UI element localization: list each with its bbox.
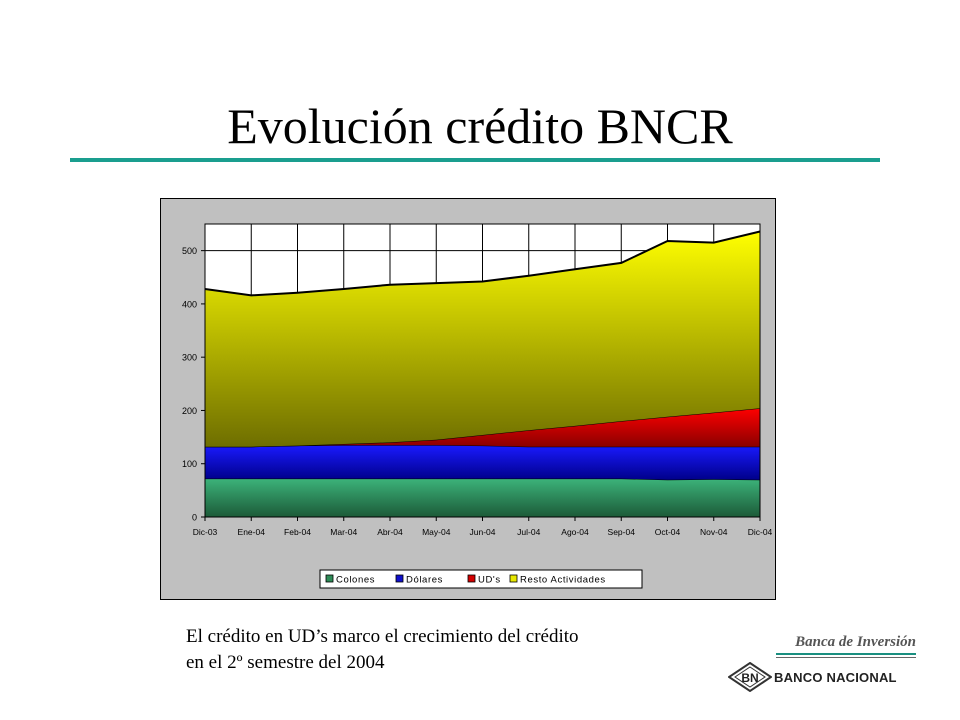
caption: El crédito en UD’s marco el crecimiento … (186, 624, 706, 676)
bn-badge-text: BN (741, 671, 758, 685)
y-tick-label-3: 300 (182, 353, 197, 363)
logo-banco-nacional: BN BANCO NACIONAL (728, 662, 918, 694)
x-tick-label-10: Oct-04 (655, 527, 681, 537)
area-series-0 (205, 478, 760, 517)
title-underline (70, 158, 880, 162)
area-series-2 (205, 408, 760, 447)
stacked-area-chart: 0 100 200 300 400 500 Dic-03 Ene-04 Feb-04 Mar-0… (160, 198, 776, 600)
logo-banca-inversion: Banca de Inversión (776, 634, 916, 658)
legend-swatch-0 (325, 574, 334, 583)
slide-title: Evolución crédito BNCR (227, 98, 733, 154)
x-tick-label-7: Jul-04 (517, 527, 540, 537)
x-tick-label-2: Feb-04 (284, 527, 311, 537)
y-tick-label-5: 500 (182, 246, 197, 256)
area-series-1 (205, 445, 760, 480)
y-tick-label-4: 400 (182, 299, 197, 309)
bn-logo-icon: BN (728, 662, 772, 692)
logo-tagline: Banca de Inversión (795, 634, 916, 650)
x-tick-label-0: Dic-03 (193, 527, 218, 537)
legend-label-1: Dólares (406, 575, 443, 586)
x-tick-label-4: Abr-04 (377, 527, 403, 537)
area-outline-3 (204, 230, 761, 297)
area-series-3 (205, 231, 760, 447)
caption-line-2: en el 2º semestre del 2004 (186, 652, 385, 673)
legend-label-0: Colones (336, 575, 375, 586)
x-tick-label-3: Mar-04 (330, 527, 357, 537)
logo-stripes (776, 653, 916, 658)
y-tick-label-0: 0 (192, 513, 197, 523)
x-tick-label-8: Ago-04 (561, 527, 589, 537)
x-tick-label-5: May-04 (422, 527, 451, 537)
x-tick-label-9: Sep-04 (608, 527, 636, 537)
caption-line-1: El crédito en UD’s marco el crecimiento … (186, 626, 579, 647)
legend-swatch-2 (467, 574, 476, 583)
legend-label-2: UD's (478, 575, 501, 586)
legend-box (319, 569, 643, 589)
chart-svg: 0 100 200 300 400 500 Dic-03 Ene-04 Feb-04 Mar-0… (160, 198, 776, 600)
x-tick-label-11: Nov-04 (700, 527, 728, 537)
x-tick-label-12: Dic-04 (748, 527, 773, 537)
legend-swatch-1 (395, 574, 404, 583)
legend-swatch-3 (509, 574, 518, 583)
x-tick-label-6: Jun-04 (470, 527, 496, 537)
x-tick-label-1: Ene-04 (238, 527, 266, 537)
legend-label-3: Resto Actividades (520, 575, 606, 586)
y-tick-label-1: 100 (182, 459, 197, 469)
y-tick-label-2: 200 (182, 406, 197, 416)
logo-name: BANCO NACIONAL (774, 670, 897, 685)
